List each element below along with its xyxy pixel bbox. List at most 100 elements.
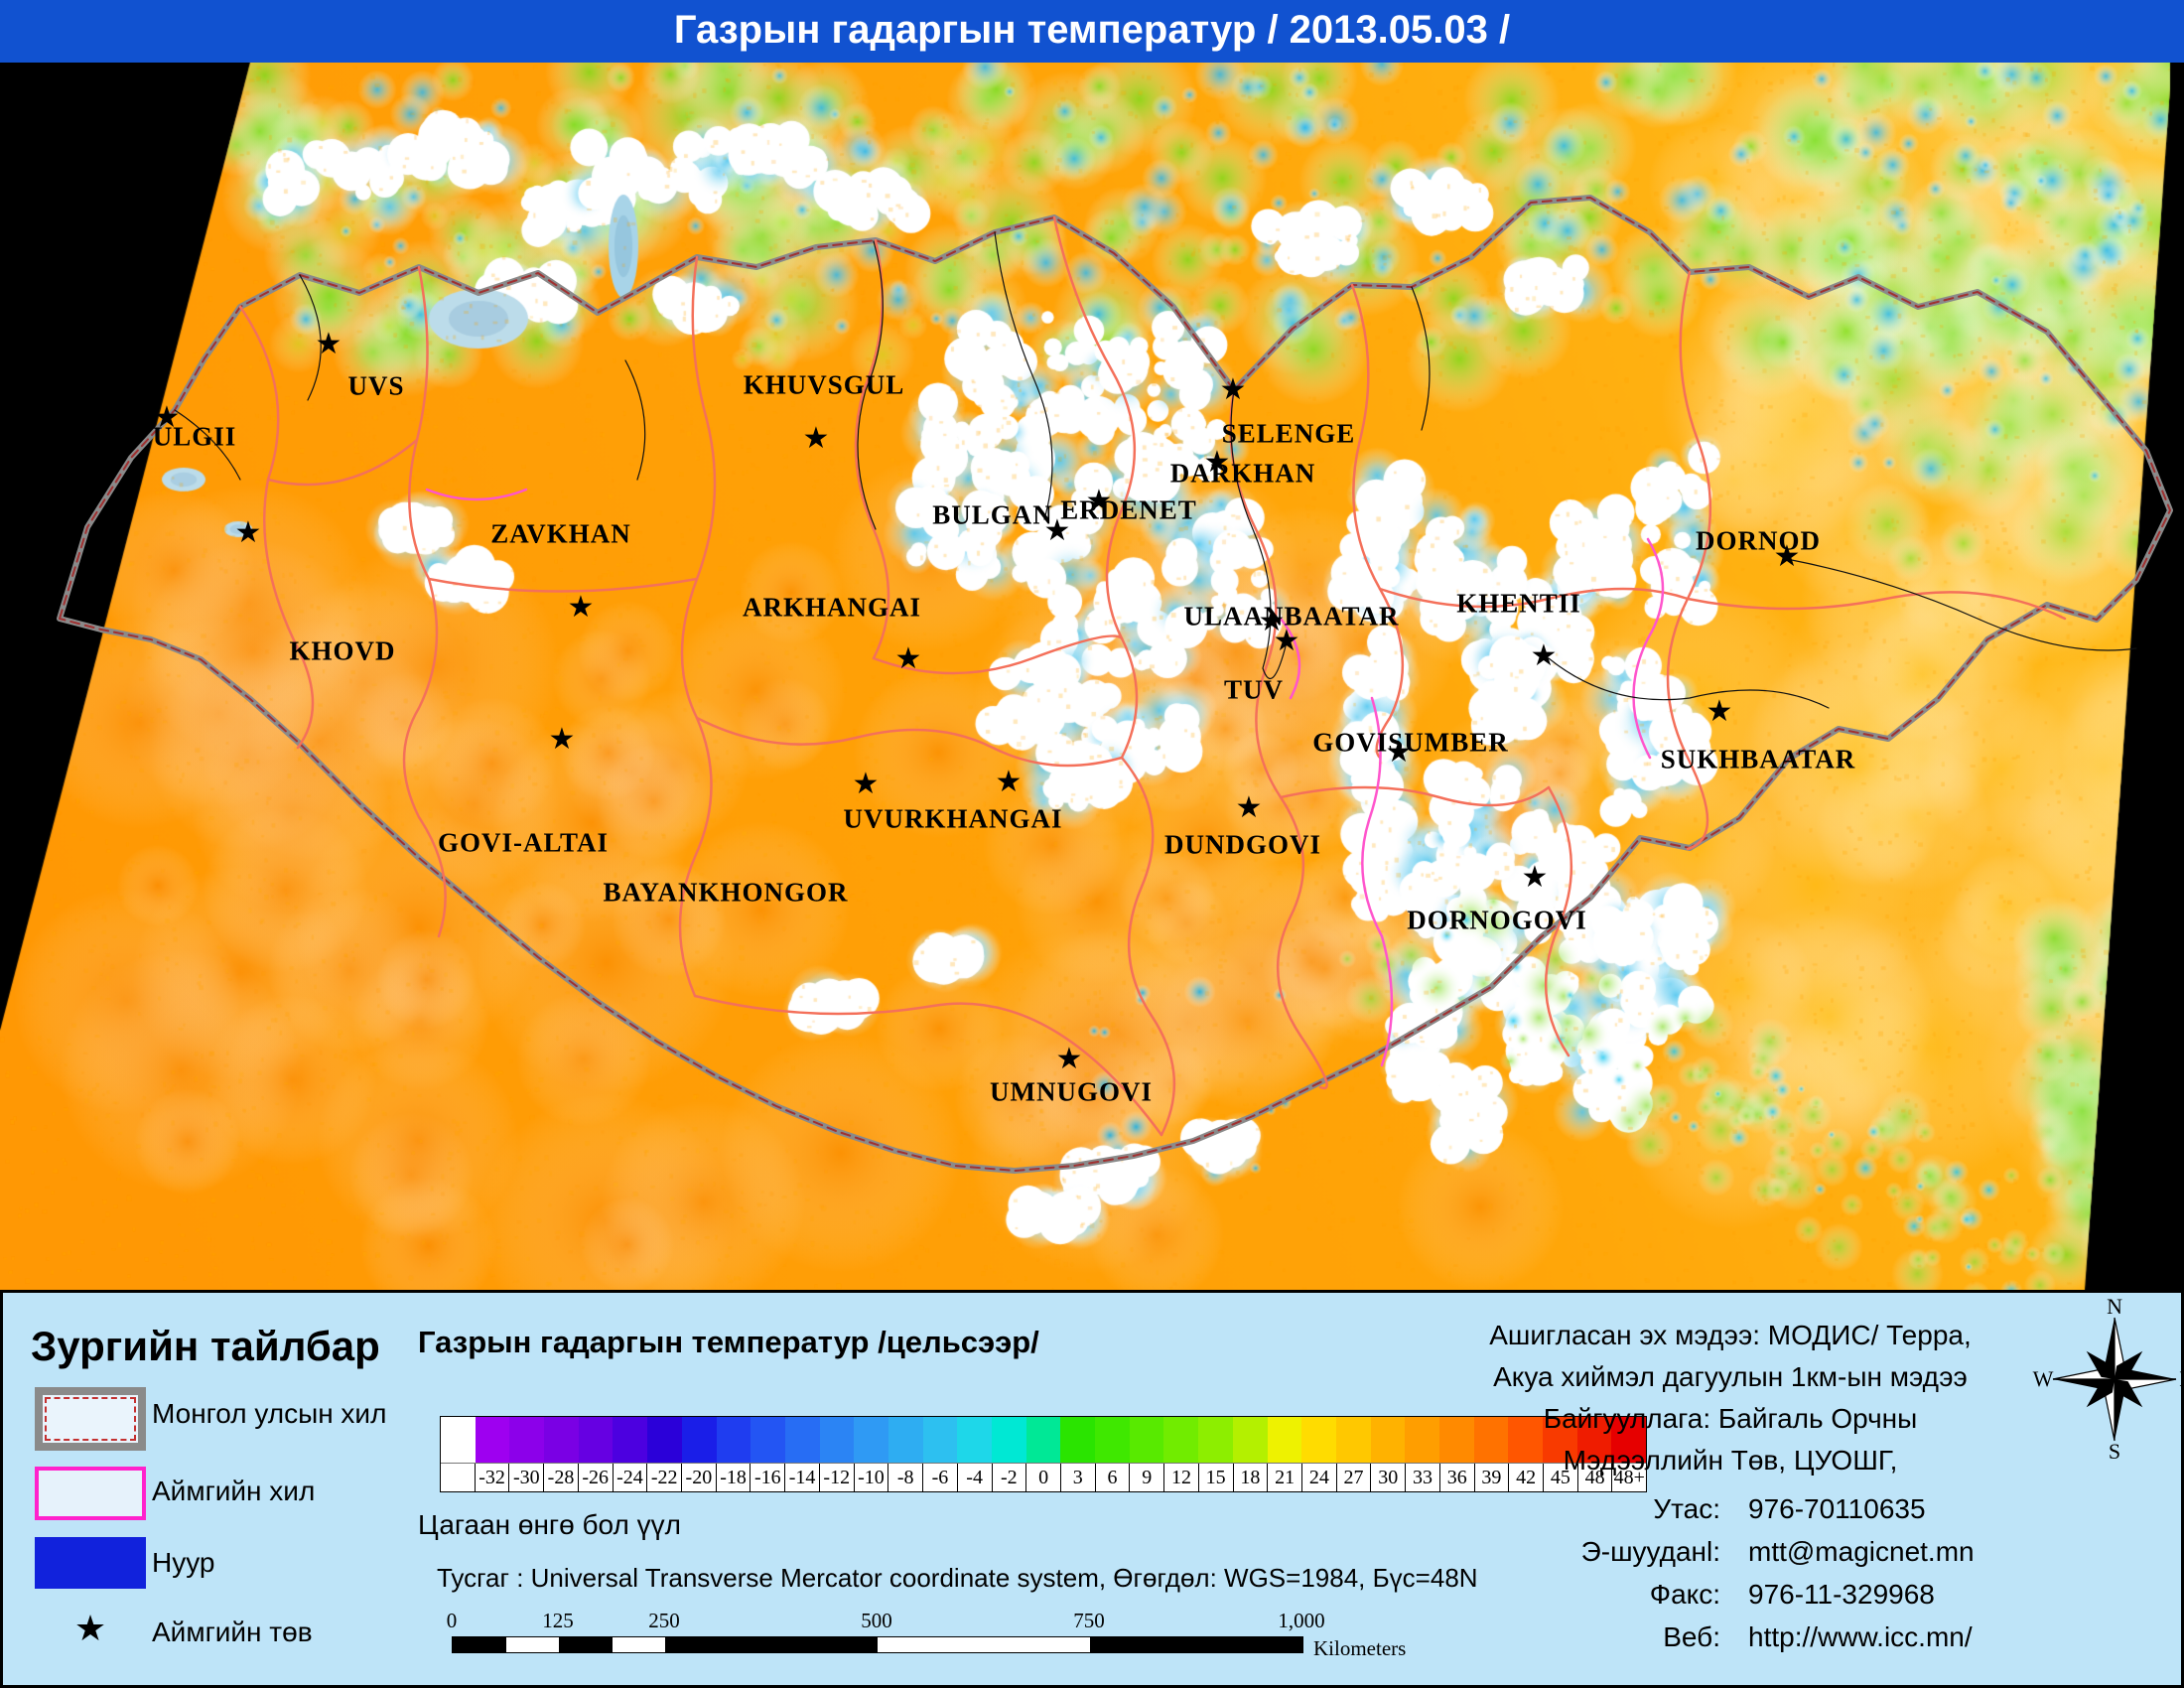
scalebar-tick: 750: [1073, 1609, 1105, 1632]
colorbar-tick: 48: [1576, 1464, 1612, 1491]
colorbar-tick: [441, 1464, 475, 1491]
contact-row: Э-шууданl: mtt@magicnet.mn: [1580, 1536, 1975, 1567]
colorbar-cell: [922, 1417, 958, 1463]
province-label: TUV: [1223, 674, 1285, 705]
colorbar-cell: [1473, 1417, 1509, 1463]
scalebar-bar: [452, 1636, 1303, 1653]
colorbar-cell: [1198, 1417, 1233, 1463]
country-border-label: Монгол улсын хил: [152, 1398, 387, 1429]
colorbar-tick: -30: [508, 1464, 543, 1491]
province-label: ARKHANGAI: [742, 592, 922, 623]
colorbar-tick: -32: [474, 1464, 509, 1491]
province-label: ULAANBAATAR: [1183, 601, 1400, 632]
scalebar: 0 125 250 500 750 1,000 Kilometers: [447, 1609, 1407, 1660]
colorbar-tick: 3: [1059, 1464, 1095, 1491]
scalebar-tick: 1,000: [1278, 1609, 1325, 1632]
colorbar-tick: 21: [1267, 1464, 1301, 1491]
province-label: SUKHBAATAR: [1660, 744, 1856, 774]
province-center-star: ★: [1203, 444, 1231, 480]
province-center-star: ★: [548, 721, 576, 757]
colorbar-cell: [1301, 1417, 1336, 1463]
colorbar-cell: [854, 1417, 888, 1463]
colorbar-cell: [1267, 1417, 1302, 1463]
colorbar-tick: 48+: [1611, 1464, 1646, 1491]
colorbar-cell: [578, 1417, 614, 1463]
contact-info: Утас: 976-70110635 Э-шууданl: mtt@magicnet.…: [1532, 1487, 2008, 1658]
colorbar-tick: -2: [991, 1464, 1026, 1491]
satellite-raster: [0, 63, 2184, 1290]
svg-text:S: S: [2109, 1439, 2120, 1464]
province-center-star: ★: [894, 640, 922, 676]
province-center-star: ★: [1273, 623, 1300, 658]
colorbar-cell: [647, 1417, 682, 1463]
colorbar-tick: 15: [1197, 1464, 1233, 1491]
province-border-swatch: [35, 1467, 146, 1520]
colorbar-tick: -20: [681, 1464, 716, 1491]
lake-label: Нуур: [152, 1547, 215, 1578]
legend-panel: Зургийн тайлбар Монгол улсын хил Аймгийн…: [0, 1290, 2184, 1688]
legend-heading: Зургийн тайлбар: [31, 1323, 380, 1369]
colorbar-cell: [819, 1417, 855, 1463]
scalebar-tick: 500: [861, 1609, 892, 1632]
colorbar-tick: -18: [715, 1464, 751, 1491]
scalebar-unit: Kilometers: [1313, 1636, 1407, 1660]
contact-row: Веб: http://www.icc.mn/: [1663, 1621, 1973, 1652]
svg-text:W: W: [2033, 1366, 2054, 1391]
colorbar-tick: -16: [750, 1464, 784, 1491]
colorbar-cell: [784, 1417, 820, 1463]
colorbar-tick: 18: [1232, 1464, 1268, 1491]
province-center-star: ★: [1530, 637, 1558, 673]
colorbar-tick: 33: [1405, 1464, 1439, 1491]
title-bar: Газрын гадаргын температур / 2013.05.03 …: [0, 0, 2184, 63]
colorbar-tick: 39: [1473, 1464, 1509, 1491]
province-label: UVURKHANGAI: [843, 803, 1063, 834]
province-label: KHUVSGUL: [743, 369, 905, 400]
province-label: BAYANKHONGOR: [603, 877, 849, 908]
scalebar-tick: 125: [542, 1609, 574, 1632]
province-center-star: ★: [1043, 512, 1071, 548]
source-line: Ашигласан эх мэдээ: МОДИС/ Терра,: [1489, 1320, 1972, 1350]
colorbar-tick: -8: [887, 1464, 922, 1491]
colorbar-labels: -32 -30 -28 -26 -24 -22 -20 -18 -16 -14 -12 -10 -8 -6…: [441, 1463, 1646, 1491]
temperature-map[interactable]: ★ ★ ★ ★ ★ ★ ★ ★ ★ ★ ★ ★ ★ ★ ★ ★ ★ ★ ★ ★ ★ ★ UVS ULGII KHOVD ZAVK…: [0, 63, 2184, 1290]
colorbar-title: Газрын гадаргын температур /цельсээр/: [418, 1325, 1039, 1359]
province-center-star: ★: [852, 766, 880, 801]
compass-rose-icon: N E S W: [2033, 1295, 2184, 1464]
source-line: Байгууллага: Байгаль Орчны: [1543, 1403, 1918, 1434]
colorbar-cell: [1060, 1417, 1096, 1463]
colorbar-cell: [1576, 1417, 1612, 1463]
colorbar-cell: [1405, 1417, 1439, 1463]
colorbar: -32 -30 -28 -26 -24 -22 -20 -18 -16 -14 -12 -10 -8 -6…: [440, 1416, 1647, 1492]
province-label: DORNOD: [1696, 525, 1821, 556]
colorbar-tick: 27: [1335, 1464, 1371, 1491]
projection-note: Тусгаг : Universal Transverse Mercator c…: [437, 1563, 1478, 1593]
colorbar-cell: [1543, 1417, 1577, 1463]
source-line: Мэдээллийн Төв, ЦУОШГ,: [1563, 1445, 1898, 1476]
province-label: GOVISUMBER: [1312, 727, 1509, 758]
colorbar-tick: -24: [612, 1464, 647, 1491]
colorbar-tick: 36: [1438, 1464, 1474, 1491]
colorbar-tick: 42: [1508, 1464, 1543, 1491]
colorbar-tick: -6: [922, 1464, 957, 1491]
province-center-star: ★: [1055, 1041, 1083, 1076]
province-label: KHOVD: [289, 635, 396, 666]
colorbar-cell: [475, 1417, 510, 1463]
lake-swatch: [35, 1537, 146, 1589]
source-line: Акуа хиймэл дагуулын 1км-ын мэдээ: [1493, 1361, 1968, 1392]
colorbar-tick: 12: [1163, 1464, 1198, 1491]
colorbar-cell: [1370, 1417, 1406, 1463]
province-label: DUNDGOVI: [1163, 829, 1322, 860]
scalebar-tick: 0: [446, 1609, 458, 1632]
colorbar-cell: [441, 1417, 476, 1463]
province-label: UVS: [347, 370, 405, 401]
province-label: DORNOGOVI: [1407, 905, 1587, 935]
province-label: KHENTII: [1456, 588, 1581, 619]
colorbar-tick: -4: [956, 1464, 992, 1491]
colorbar-tick: 30: [1370, 1464, 1405, 1491]
province-center-star: ★: [1773, 538, 1801, 574]
colorbar-cell: [1095, 1417, 1130, 1463]
colorbar-cell: [1335, 1417, 1371, 1463]
province-center-star: ★: [153, 399, 181, 435]
province-label: ERDENET: [1060, 494, 1197, 525]
province-center-star: ★: [1219, 371, 1247, 407]
